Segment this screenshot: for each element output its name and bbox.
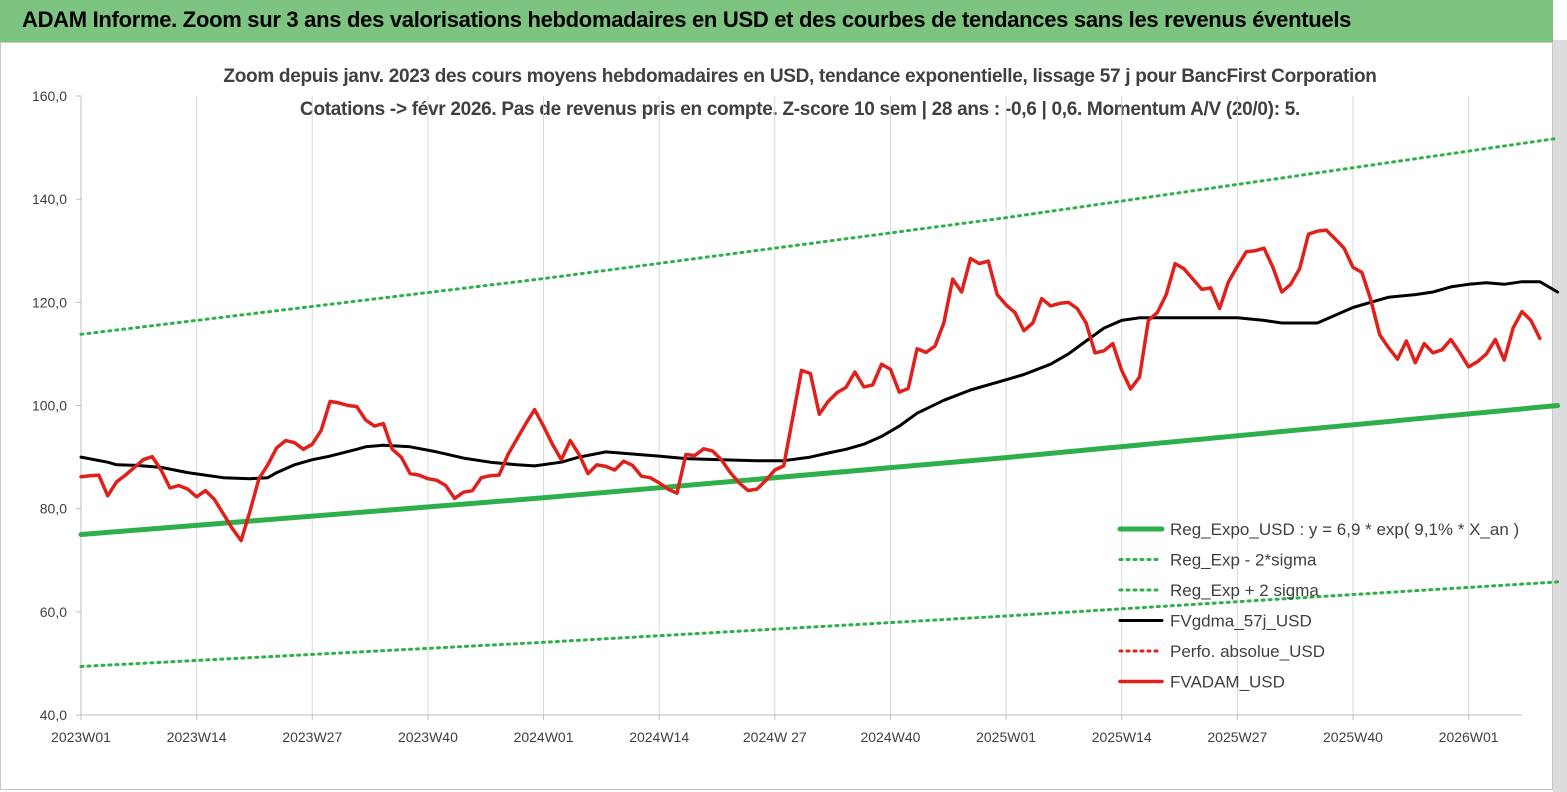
y-tick-label: 60,0 [40,604,67,620]
series-line-1 [79,580,1560,668]
x-tick-label: 2025W40 [1323,729,1383,745]
y-tick-label: 160,0 [32,88,67,104]
legend-label: Reg_Exp - 2*sigma [1170,551,1317,570]
legend-label: Perfo. absolue_USD [1170,642,1325,661]
x-tick-label: 2024W 27 [743,729,807,745]
legend: Reg_Expo_USD : y = 6,9 * exp( 9,1% * X_a… [1117,520,1519,692]
legend-label: FVADAM_USD [1170,673,1285,692]
series-group [78,136,1561,668]
report-title: ADAM Informe. Zoom sur 3 ans des valoris… [22,7,1352,32]
x-tick-label: 2025W14 [1092,729,1152,745]
y-tick-label: 120,0 [32,294,67,310]
axes: 2023W01 2023W14 2023W27 2023W40 2024W01 2024W… [32,88,1522,745]
x-tick-label: 2023W27 [282,729,342,745]
series-line-2 [79,136,1560,336]
y-tick-label: 140,0 [32,191,67,207]
series-line-3 [79,280,1560,481]
x-tick-label: 2023W14 [167,729,227,745]
x-tick-label: 2023W40 [398,729,458,745]
x-tick-label: 2024W14 [629,729,689,745]
y-tick-label: 40,0 [40,707,67,723]
x-tick-label: 2025W27 [1207,729,1267,745]
series-line-0 [78,403,1561,537]
x-tick-label: 2026W01 [1439,729,1499,745]
legend-label: Reg_Exp + 2 sigma [1170,581,1319,600]
chart-title: Zoom depuis janv. 2023 des cours moyens … [223,66,1377,87]
x-tick-label: 2024W40 [860,729,920,745]
x-tick-label: 2024W01 [514,729,574,745]
legend-label: FVgdma_57j_USD [1170,612,1312,631]
x-tick-label: 2025W01 [976,729,1036,745]
y-tick-label: 80,0 [40,501,67,517]
report-banner: ADAM Informe. Zoom sur 3 ans des valoris… [0,0,1553,43]
y-tick-label: 100,0 [32,398,67,414]
legend-label: Reg_Expo_USD : y = 6,9 * exp( 9,1% * X_a… [1170,520,1519,539]
window-edge [1553,40,1567,792]
x-tick-label: 2023W01 [51,729,111,745]
series-line-5 [79,228,1542,543]
chart-subtitle: Cotations -> févr 2026. Pas de revenus p… [300,99,1300,120]
chart-frame [0,42,1553,790]
